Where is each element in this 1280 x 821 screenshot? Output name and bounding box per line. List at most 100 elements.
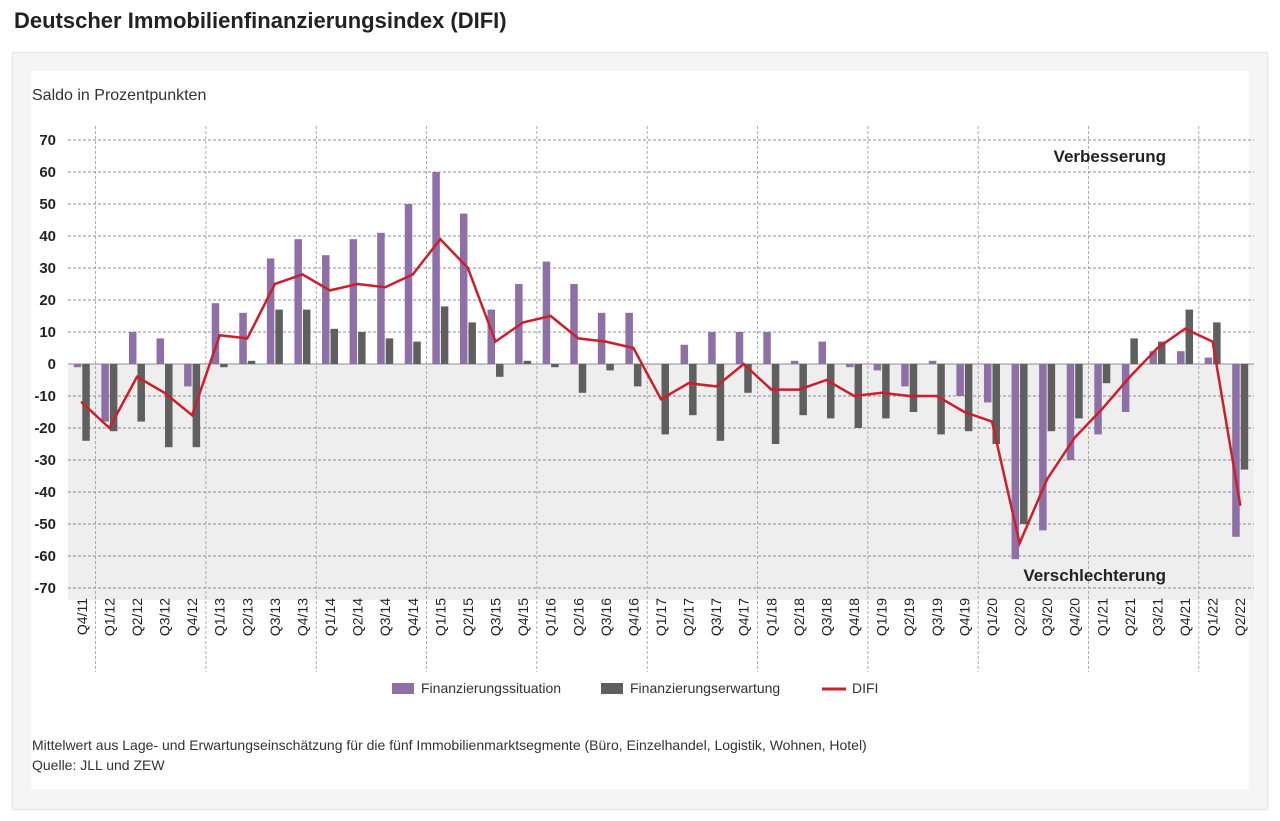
- bar-finanzierungserwartung: [496, 364, 504, 377]
- bar-finanzierungssituation: [101, 364, 109, 422]
- legend-label-finanzierungserwartung: Finanzierungserwartung: [630, 680, 780, 696]
- x-tick-label: Q2/21: [1122, 598, 1138, 636]
- x-tick-label: Q4/18: [846, 598, 862, 636]
- bar-finanzierungserwartung: [413, 341, 421, 364]
- bar-finanzierungserwartung: [799, 364, 807, 416]
- bar-finanzierungserwartung: [275, 309, 283, 364]
- x-tick-label: Q1/17: [653, 598, 669, 636]
- x-tick-label: Q1/12: [101, 598, 117, 636]
- x-tick-label: Q3/12: [157, 598, 173, 636]
- bar-finanzierungssituation: [1039, 364, 1047, 531]
- x-tick-label: Q3/13: [267, 598, 283, 636]
- difi-point: [1128, 375, 1132, 378]
- bar-finanzierungssituation: [377, 232, 385, 364]
- difi-point: [356, 282, 359, 286]
- y-tick-label: 50: [39, 196, 56, 213]
- x-tick-label: Q3/15: [488, 598, 504, 636]
- bar-finanzierungssituation: [873, 364, 882, 371]
- bar-finanzierungserwartung: [137, 364, 145, 422]
- bar-finanzierungserwartung: [744, 364, 752, 393]
- bar-finanzierungserwartung: [551, 364, 559, 368]
- x-tick-label: Q1/13: [212, 598, 228, 636]
- difi-point: [466, 266, 470, 270]
- difi-point: [549, 314, 552, 318]
- x-tick-label: Q3/17: [708, 598, 724, 636]
- bar-finanzierungserwartung: [606, 364, 614, 371]
- x-tick-label: Q2/17: [681, 598, 697, 636]
- difi-point: [1101, 407, 1104, 410]
- y-tick-label: -60: [34, 548, 56, 565]
- x-tick-label: Q1/14: [322, 598, 338, 636]
- difi-point: [659, 398, 663, 401]
- difi-point: [825, 378, 828, 382]
- y-tick-label: 60: [39, 164, 56, 181]
- x-tick-label: Q2/14: [350, 598, 366, 636]
- bar-finanzierungserwartung: [1075, 364, 1083, 419]
- y-tick-label: -30: [34, 452, 56, 469]
- bar-finanzierungssituation: [73, 364, 82, 368]
- difi-point: [301, 273, 304, 276]
- bar-finanzierungserwartung: [689, 364, 697, 416]
- difi-point: [1183, 327, 1187, 330]
- x-tick-label: Q1/18: [763, 598, 779, 636]
- x-tick-label: Q2/18: [791, 598, 807, 636]
- difi-point: [328, 289, 332, 292]
- bar-finanzierungserwartung: [1185, 309, 1194, 364]
- difi-point: [990, 420, 994, 423]
- difi-point: [218, 334, 221, 337]
- bar-finanzierungserwartung: [771, 364, 780, 444]
- x-tick-label: Q2/22: [1232, 598, 1248, 636]
- bar-finanzierungssituation: [763, 332, 771, 364]
- y-axis-label: Saldo in Prozentpunkten: [32, 87, 207, 104]
- bar-finanzierungserwartung: [330, 328, 339, 364]
- x-tick-label: Q3/20: [1039, 598, 1055, 636]
- y-tick-label: -40: [34, 484, 56, 501]
- bar-finanzierungserwartung: [882, 364, 890, 419]
- bar-finanzierungssituation: [459, 213, 468, 364]
- x-tick-label: Q2/20: [1012, 598, 1028, 636]
- x-tick-label: Q1/21: [1094, 598, 1110, 636]
- bar-finanzierungserwartung: [1047, 364, 1056, 432]
- x-tick-label: Q1/16: [543, 598, 559, 636]
- difi-point: [80, 401, 83, 404]
- bar-finanzierungserwartung: [358, 332, 366, 364]
- negative-region: [68, 364, 1254, 600]
- difi-point: [383, 286, 387, 289]
- footnote: Mittelwert aus Lage- und Erwartungseinsc…: [32, 737, 867, 753]
- x-tick-label: Q4/16: [625, 598, 641, 636]
- x-tick-label: Q4/19: [956, 598, 972, 636]
- bar-finanzierungserwartung: [826, 364, 835, 419]
- bar-finanzierungssituation: [294, 239, 302, 364]
- bar-finanzierungssituation: [1177, 351, 1185, 364]
- y-tick-label: 40: [39, 228, 56, 245]
- bar-finanzierungserwartung: [716, 364, 725, 441]
- bar-finanzierungssituation: [570, 284, 578, 364]
- x-tick-label: Q1/19: [874, 598, 890, 636]
- bar-finanzierungserwartung: [247, 360, 256, 364]
- legend-label-difi: DIFI: [852, 680, 878, 696]
- difi-point: [135, 375, 139, 378]
- bar-finanzierungserwartung: [909, 364, 918, 412]
- bar-finanzierungserwartung: [1240, 364, 1249, 470]
- bar-finanzierungssituation: [846, 364, 854, 368]
- bar-finanzierungserwartung: [302, 309, 311, 364]
- bar-finanzierungssituation: [1011, 364, 1020, 560]
- difi-point: [632, 346, 635, 350]
- x-tick-label: Q4/17: [736, 598, 752, 636]
- difi-point: [1239, 503, 1242, 506]
- x-tick-label: Q2/15: [460, 598, 476, 636]
- bar-finanzierungssituation: [1121, 364, 1130, 412]
- x-tick-label: Q3/19: [929, 598, 945, 636]
- difi-point: [273, 282, 277, 286]
- y-tick-label: 70: [39, 132, 56, 149]
- bar-finanzierungssituation: [625, 312, 633, 364]
- x-tick-label: Q4/12: [184, 598, 200, 636]
- difi-point: [190, 414, 194, 417]
- bar-finanzierungssituation: [322, 255, 330, 364]
- x-tick-label: Q2/19: [901, 598, 917, 636]
- difi-point: [687, 382, 690, 385]
- bar-finanzierungssituation: [928, 360, 937, 364]
- difi-point: [439, 238, 442, 241]
- bar-finanzierungssituation: [818, 341, 826, 364]
